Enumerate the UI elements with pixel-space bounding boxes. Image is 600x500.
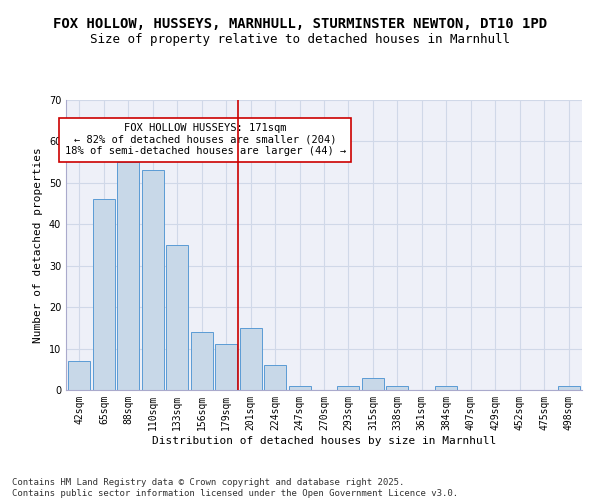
Bar [239,328,262,390]
Bar [142,170,164,390]
Bar [191,332,213,390]
Bar [166,245,188,390]
Bar [68,361,91,390]
Bar [386,386,409,390]
Bar [215,344,237,390]
Bar [557,386,580,390]
Bar [289,386,311,390]
Y-axis label: Number of detached properties: Number of detached properties [33,147,43,343]
Bar [264,365,286,390]
Bar [118,162,139,390]
Text: FOX HOLLOW, HUSSEYS, MARNHULL, STURMINSTER NEWTON, DT10 1PD: FOX HOLLOW, HUSSEYS, MARNHULL, STURMINST… [53,18,547,32]
Text: Contains HM Land Registry data © Crown copyright and database right 2025.
Contai: Contains HM Land Registry data © Crown c… [12,478,458,498]
Bar [337,386,359,390]
X-axis label: Distribution of detached houses by size in Marnhull: Distribution of detached houses by size … [152,436,496,446]
Bar [93,200,115,390]
Bar [362,378,384,390]
Text: Size of property relative to detached houses in Marnhull: Size of property relative to detached ho… [90,32,510,46]
Bar [435,386,457,390]
Text: FOX HOLLOW HUSSEYS: 171sqm
← 82% of detached houses are smaller (204)
18% of sem: FOX HOLLOW HUSSEYS: 171sqm ← 82% of deta… [65,123,346,156]
